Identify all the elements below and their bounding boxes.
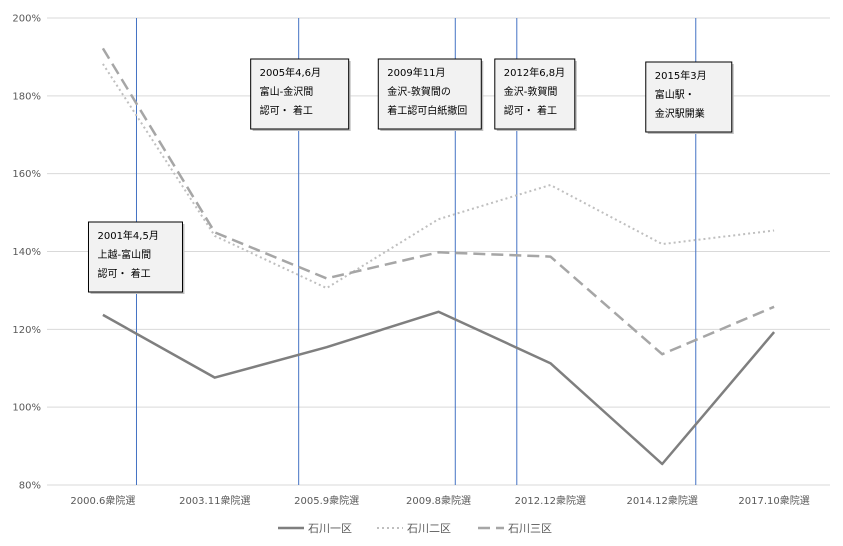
annotation-line: 2001年4,5月 xyxy=(97,229,158,242)
series-line-2 xyxy=(102,63,775,290)
y-tick-label: 140% xyxy=(12,247,41,258)
series-line-1 xyxy=(102,310,776,466)
annotation-line: 認可・ 着工 xyxy=(260,104,313,117)
annotation-line: 2005年4,6月 xyxy=(260,66,321,79)
annotation-box xyxy=(494,58,576,130)
x-tick-label: 2009.8衆院選 xyxy=(406,494,471,507)
x-axis: 2000.6衆院選 2003.11衆院選 2005.9衆院選 2009.8衆院選 201… xyxy=(70,494,809,507)
annotation-box xyxy=(250,58,350,130)
annotation-line: 上越-富山間 xyxy=(97,248,151,261)
annotation-line: 2012年6,8月 xyxy=(504,66,565,79)
annotation-line: 金沢-敦賀間 xyxy=(504,85,558,98)
annotation-line: 金沢駅開業 xyxy=(655,107,705,120)
annotation-line: 富山駅・ xyxy=(655,88,695,101)
annotation-line: 認可・ 着工 xyxy=(97,267,150,280)
legend-label: 石川三区 xyxy=(508,522,552,535)
annotation-line: 着工認可白紙撤回 xyxy=(387,104,467,117)
x-tick-label: 2005.9衆院選 xyxy=(294,494,359,507)
annotation-line: 2015年3月 xyxy=(655,69,707,82)
legend: 石川一区 石川二区 石川三区 xyxy=(278,522,552,535)
y-tick-label: 160% xyxy=(12,169,41,180)
annotation-line: 富山-金沢間 xyxy=(260,85,314,98)
x-tick-label: 2003.11衆院選 xyxy=(179,494,250,507)
y-tick-label: 180% xyxy=(12,91,41,102)
annotation-box xyxy=(645,61,733,133)
y-tick-label: 100% xyxy=(12,403,41,414)
annotation-line: 金沢-敦賀間の xyxy=(387,85,451,98)
x-tick-label: 2000.6衆院選 xyxy=(70,494,135,507)
y-tick-label: 80% xyxy=(19,481,41,492)
annotation-line: 2009年11月 xyxy=(387,66,445,79)
legend-label: 石川二区 xyxy=(407,522,451,535)
annotation-box xyxy=(377,58,482,130)
x-tick-label: 2014.12衆院選 xyxy=(627,494,698,507)
series-line-3 xyxy=(101,47,775,356)
legend-label: 石川一区 xyxy=(308,522,352,535)
x-tick-label: 2017.10衆院選 xyxy=(738,494,809,507)
x-tick-label: 2012.12衆院選 xyxy=(515,494,586,507)
y-tick-label: 120% xyxy=(12,325,41,336)
series xyxy=(101,47,776,466)
y-tick-label: 200% xyxy=(12,14,41,25)
annotation-line: 認可・ 着工 xyxy=(504,104,557,117)
y-axis: 80% 100% 120% 140% 160% 180% 200% xyxy=(12,14,41,492)
annotation-box xyxy=(87,221,183,293)
